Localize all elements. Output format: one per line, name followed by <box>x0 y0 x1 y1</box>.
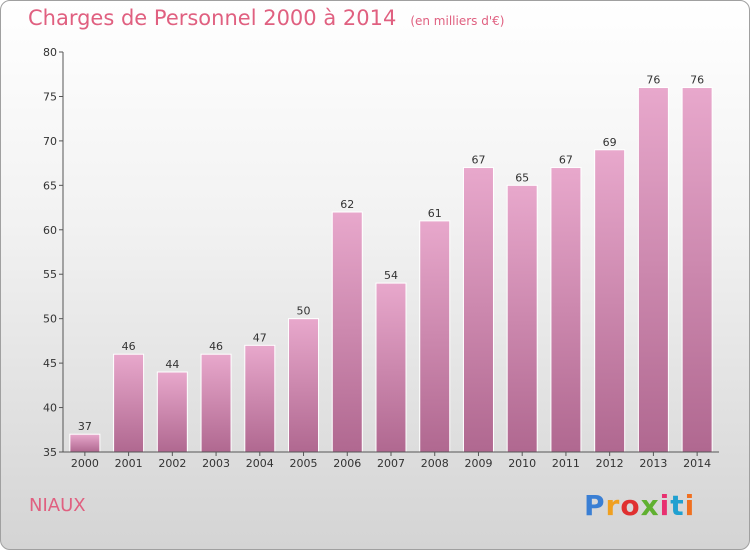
bar-value-label: 69 <box>603 136 617 149</box>
logo-letter: i <box>684 489 696 522</box>
bar-value-label: 54 <box>384 269 398 282</box>
chart-subtitle: (en milliers d'€) <box>410 14 505 28</box>
bar <box>419 220 451 453</box>
x-tick-label: 2014 <box>683 457 711 470</box>
bar-value-label: 67 <box>471 154 485 167</box>
bar <box>244 344 276 453</box>
bar-value-label: 67 <box>559 154 573 167</box>
bar <box>200 353 232 453</box>
y-tick-label: 55 <box>43 268 57 281</box>
bar-value-label: 46 <box>209 340 223 353</box>
y-tick-label: 45 <box>43 357 57 370</box>
bar <box>288 318 320 453</box>
bar <box>637 87 669 453</box>
bar <box>506 184 538 453</box>
chart-title: Charges de Personnel 2000 à 2014 <box>28 6 397 30</box>
bar-value-label: 76 <box>646 74 660 87</box>
x-tick-label: 2011 <box>552 457 580 470</box>
commune-name: NIAUX <box>29 495 86 516</box>
x-tick-label: 2002 <box>158 457 186 470</box>
bar-value-label: 61 <box>428 207 442 220</box>
bar <box>594 149 626 453</box>
bar-value-label: 76 <box>690 74 704 87</box>
proxiti-logo: Proxiti <box>584 489 695 522</box>
y-tick-label: 70 <box>43 135 57 148</box>
y-tick-label: 40 <box>43 402 57 415</box>
x-tick-label: 2013 <box>639 457 667 470</box>
bar <box>681 87 713 453</box>
bar <box>331 211 363 453</box>
x-tick-label: 2001 <box>115 457 143 470</box>
y-tick-label: 35 <box>43 446 57 459</box>
logo-letter: t <box>670 489 685 522</box>
x-tick-label: 2010 <box>508 457 536 470</box>
bar <box>69 433 101 453</box>
bar-value-label: 37 <box>78 420 92 433</box>
x-tick-label: 2000 <box>71 457 99 470</box>
bar-value-label: 47 <box>253 331 267 344</box>
bar <box>113 353 145 453</box>
x-tick-label: 2005 <box>290 457 318 470</box>
bar <box>550 167 582 453</box>
y-tick-label: 60 <box>43 224 57 237</box>
logo-letter: P <box>584 489 606 522</box>
logo-letter: x <box>640 489 660 522</box>
bar-value-label: 65 <box>515 171 529 184</box>
x-tick-label: 2009 <box>464 457 492 470</box>
bar-value-label: 62 <box>340 198 354 211</box>
chart-title-block: Charges de Personnel 2000 à 2014 (en mill… <box>28 6 504 30</box>
x-tick-label: 2007 <box>377 457 405 470</box>
logo-letter: o <box>620 489 641 522</box>
bar-value-label: 46 <box>122 340 136 353</box>
logo-letter: i <box>659 489 671 522</box>
bar <box>462 167 494 453</box>
x-tick-label: 2003 <box>202 457 230 470</box>
x-tick-label: 2012 <box>596 457 624 470</box>
x-tick-label: 2008 <box>421 457 449 470</box>
y-tick-label: 80 <box>43 46 57 59</box>
y-tick-label: 75 <box>43 90 57 103</box>
bar-value-label: 50 <box>297 305 311 318</box>
x-tick-label: 2006 <box>333 457 361 470</box>
bar <box>375 282 407 453</box>
y-tick-label: 50 <box>43 313 57 326</box>
bar-value-label: 44 <box>165 358 179 371</box>
x-tick-label: 2004 <box>246 457 274 470</box>
logo-letter: r <box>605 489 621 522</box>
y-tick-label: 65 <box>43 179 57 192</box>
bar <box>156 371 188 453</box>
